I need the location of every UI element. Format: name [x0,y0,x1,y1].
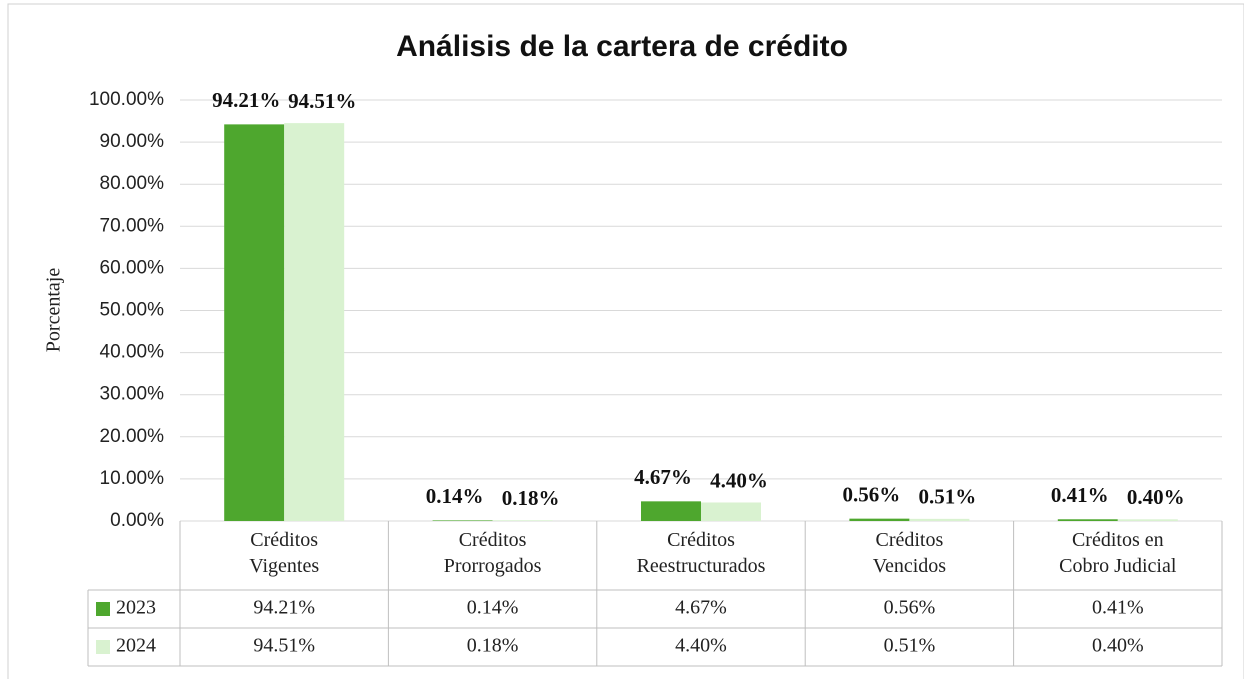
data-label: 94.51% [288,89,356,113]
table-cell: 0.56% [884,597,936,619]
y-tick-label: 30.00% [100,384,165,405]
data-label: 0.18% [502,486,560,510]
y-tick-label: 80.00% [100,173,165,194]
table-cell: 0.41% [1092,597,1144,619]
data-label: 0.51% [919,485,977,509]
chart-title: Análisis de la cartera de crédito [396,30,848,63]
table-cell: 0.18% [467,635,519,657]
bar [492,520,553,521]
x-tick-label: Créditos Prorrogados [443,529,542,577]
x-tick-label: Créditos en Cobro Judicial [1059,529,1177,577]
x-tick-label: Créditos Vencidos [872,529,947,577]
table-cell: 94.51% [253,635,315,657]
y-tick-label: 90.00% [100,131,165,152]
table-cell: 0.40% [1092,635,1144,657]
y-axis-label: Porcentaje [43,268,65,353]
x-tick-label: Créditos Reestructurados [636,529,766,577]
bar [432,520,493,521]
bar [641,501,701,521]
data-label: 0.14% [426,484,484,508]
legend-swatch [96,602,110,616]
table-cell: 4.67% [675,597,727,619]
bar [909,518,970,521]
bar [1057,519,1118,521]
data-label: 4.67% [634,465,692,489]
table-cell: 4.40% [675,635,727,657]
bar [849,518,910,521]
legend-label: 2023 [116,597,156,619]
y-tick-label: 60.00% [100,257,165,278]
table-cell: 0.14% [467,597,519,619]
data-label: 4.40% [710,468,768,492]
data-label: 0.56% [843,482,901,506]
bar [284,123,345,521]
y-tick-label: 70.00% [100,215,165,236]
data-label: 0.41% [1051,483,1109,507]
bar [1117,519,1178,521]
chart-frame [7,3,1244,679]
y-tick-label: 0.00% [110,510,164,531]
y-tick-label: 50.00% [100,300,165,321]
data-label: 0.40% [1127,485,1185,509]
legend-label: 2024 [116,635,156,657]
table-cell: 94.21% [253,597,315,619]
y-tick-label: 40.00% [100,342,165,363]
table-cell: 0.51% [884,635,936,657]
bar [224,124,285,521]
data-label: 94.21% [212,88,280,112]
y-tick-label: 10.00% [100,468,165,489]
x-tick-label: Créditos Vigentes [249,529,320,577]
y-tick-label: 100.00% [89,89,164,110]
legend-swatch [96,640,110,654]
bar [701,502,761,521]
y-tick-label: 20.00% [100,426,165,447]
